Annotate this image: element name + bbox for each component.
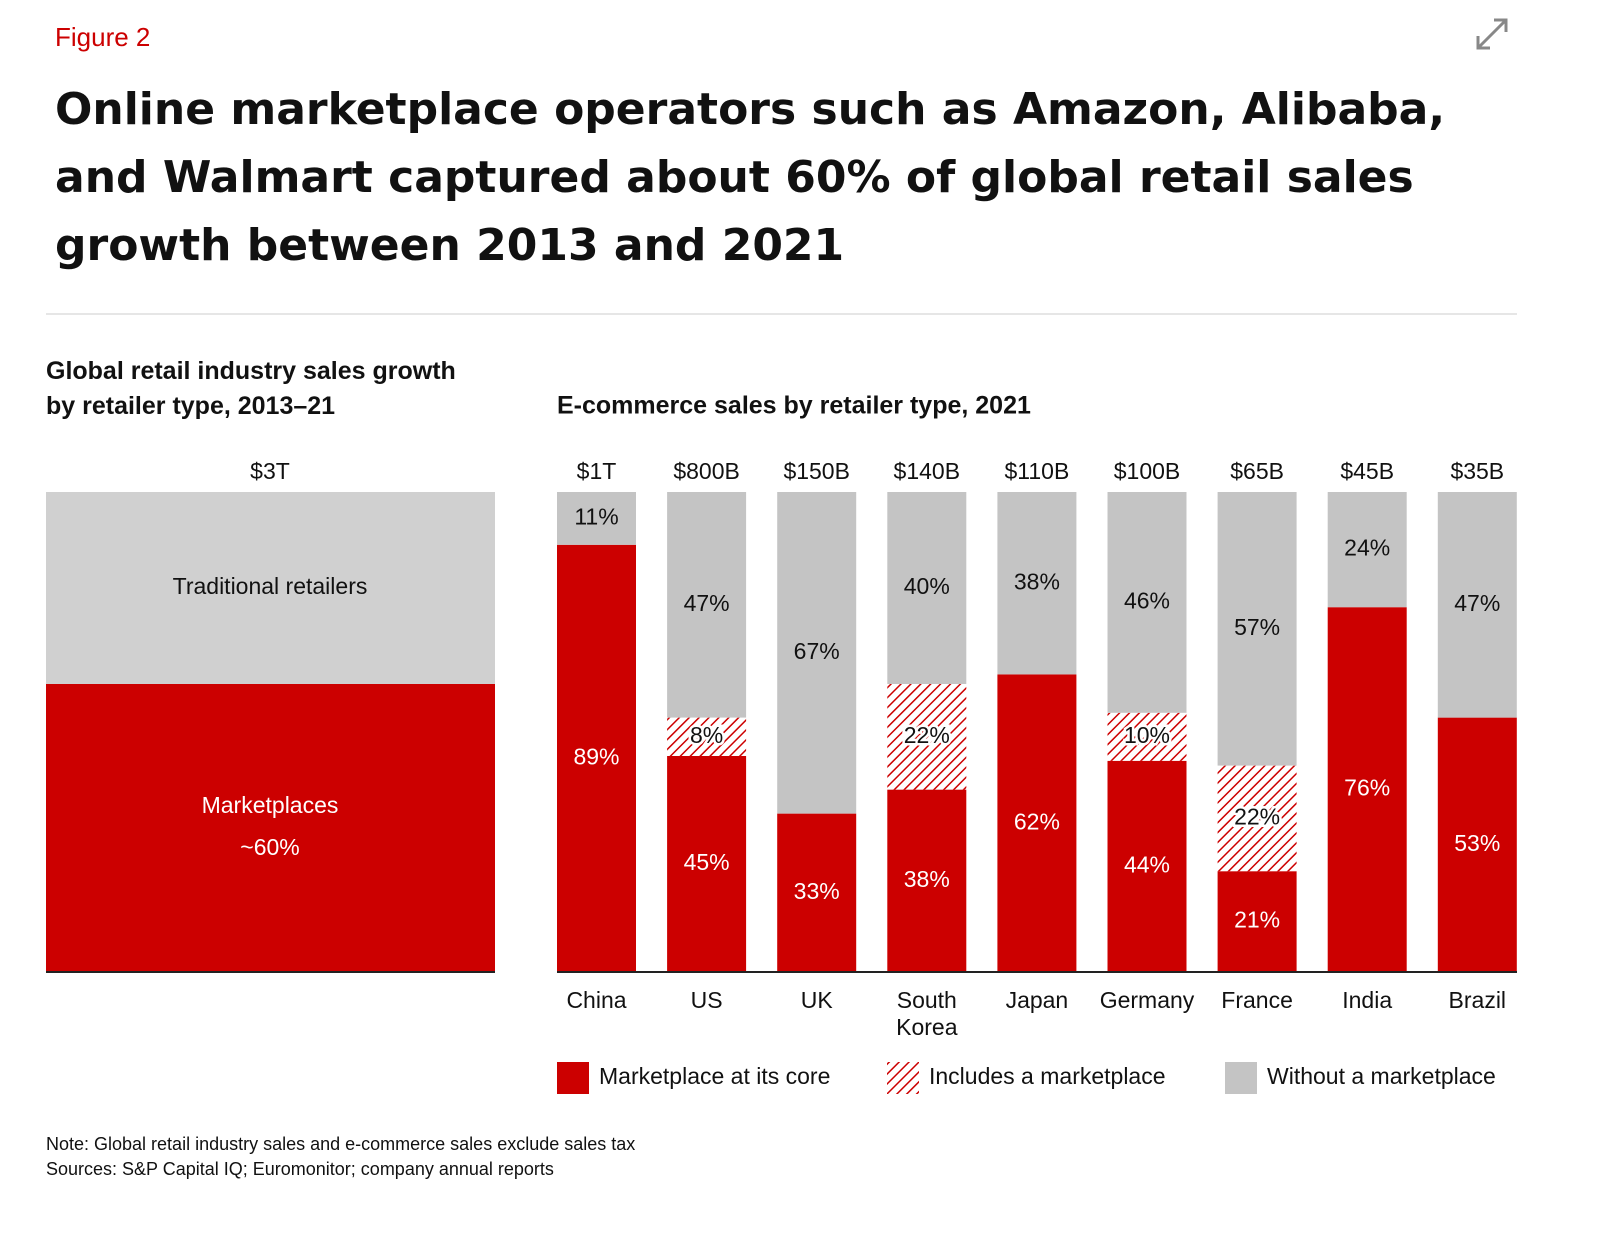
bar-segment [1327, 492, 1407, 608]
value-label: 67% [794, 638, 840, 664]
legend-swatch [557, 1062, 589, 1094]
total-label: $65B [1230, 458, 1284, 484]
sources: Sources: S&P Capital IQ; Euromonitor; co… [46, 1159, 554, 1179]
x-tick-label: China [566, 987, 626, 1013]
bar-segment [46, 684, 495, 972]
total-label: $110B [1004, 458, 1069, 484]
x-tick-label: South Korea [896, 987, 958, 1040]
title: Online marketplace operators such as Ama… [55, 84, 1445, 271]
total-label: $800B [673, 458, 740, 484]
label-line: Korea [896, 1014, 958, 1040]
legend-label: Marketplace at its core [599, 1063, 830, 1089]
value-label: 22% [1234, 803, 1280, 829]
segment-name: Marketplaces [202, 792, 339, 818]
total-label: $150B [783, 458, 850, 484]
bar-segment [887, 492, 967, 684]
bar-segment [997, 492, 1077, 675]
title-line: growth between 2013 and 2021 [55, 220, 844, 271]
value-label: 40% [904, 573, 950, 599]
bar-segment [1327, 607, 1407, 972]
title-line: and Walmart captured about 60% of global… [55, 152, 1414, 203]
bar-segment [1437, 492, 1517, 718]
legend-swatch [1225, 1062, 1257, 1094]
segment-name: Traditional retailers [173, 573, 368, 599]
value-label: 53% [1454, 830, 1500, 856]
value-label: 10% [1124, 722, 1170, 748]
bar-segment [667, 717, 747, 756]
bar-segment [1107, 760, 1187, 972]
x-tick-label: Brazil [1449, 987, 1507, 1013]
total-label: $100B [1114, 458, 1181, 484]
bar-segment [887, 789, 967, 972]
value-label: 22% [904, 722, 950, 748]
bar-segment [1217, 492, 1297, 766]
label-line: South [897, 987, 957, 1013]
bar-segment [1217, 871, 1297, 972]
value-label: 33% [794, 878, 840, 904]
title-line: Online marketplace operators such as Ama… [55, 84, 1445, 135]
bar-segment [667, 492, 747, 718]
note: Note: Global retail industry sales and e… [46, 1134, 635, 1154]
bar-segment [887, 684, 967, 790]
legend-label: Includes a marketplace [929, 1063, 1166, 1089]
title-line: by retailer type, 2013–21 [46, 392, 335, 420]
x-tick-label: US [691, 987, 723, 1013]
bar-segment [1437, 717, 1517, 972]
value-label: 21% [1234, 907, 1280, 933]
chart-title: E-commerce sales by retailer type, 2021 [557, 392, 1031, 420]
title-line: Global retail industry sales growth [46, 357, 456, 385]
bar-segment [777, 492, 857, 814]
bar-segment [557, 544, 636, 972]
x-tick-label: UK [801, 987, 834, 1013]
bar-segment [667, 756, 747, 972]
value-label: 57% [1234, 614, 1280, 640]
total-label: $140B [894, 458, 961, 484]
x-tick-label: Germany [1100, 987, 1195, 1013]
value-label: 11% [574, 503, 618, 529]
bar-segment [557, 492, 636, 545]
total-label: $3T [250, 458, 290, 484]
value-label: ~60% [240, 834, 299, 860]
bar-segment [46, 492, 495, 684]
total-label: $35B [1450, 458, 1504, 484]
value-label: 38% [1014, 568, 1060, 594]
total-label: $45B [1340, 458, 1394, 484]
bar-segment [777, 813, 857, 972]
bar-segment [1107, 492, 1187, 713]
value-label: 47% [1454, 590, 1500, 616]
value-label: 47% [684, 590, 730, 616]
value-label: 62% [1014, 808, 1060, 834]
bar-segment [997, 674, 1077, 972]
x-tick-label: India [1342, 987, 1392, 1013]
x-tick-label: France [1221, 987, 1293, 1013]
value-label: 44% [1124, 851, 1170, 877]
value-label: 46% [1124, 587, 1170, 613]
chart-title: Global retail industry sales growth by re… [46, 357, 456, 420]
expand-icon[interactable] [1476, 18, 1508, 50]
bar-segment [1107, 712, 1187, 761]
x-tick-label: Japan [1006, 987, 1069, 1013]
value-label: 76% [1344, 775, 1390, 801]
figure-label: Figure 2 [55, 22, 150, 52]
value-label: 24% [1344, 535, 1390, 561]
legend-label: Without a marketplace [1267, 1063, 1496, 1089]
bar-segment [1217, 765, 1297, 872]
legend-swatch [887, 1062, 919, 1094]
value-label: 8% [690, 722, 723, 748]
total-label: $1T [577, 458, 617, 484]
value-label: 38% [904, 866, 950, 892]
value-label: 89% [573, 743, 619, 769]
value-label: 45% [684, 849, 730, 875]
